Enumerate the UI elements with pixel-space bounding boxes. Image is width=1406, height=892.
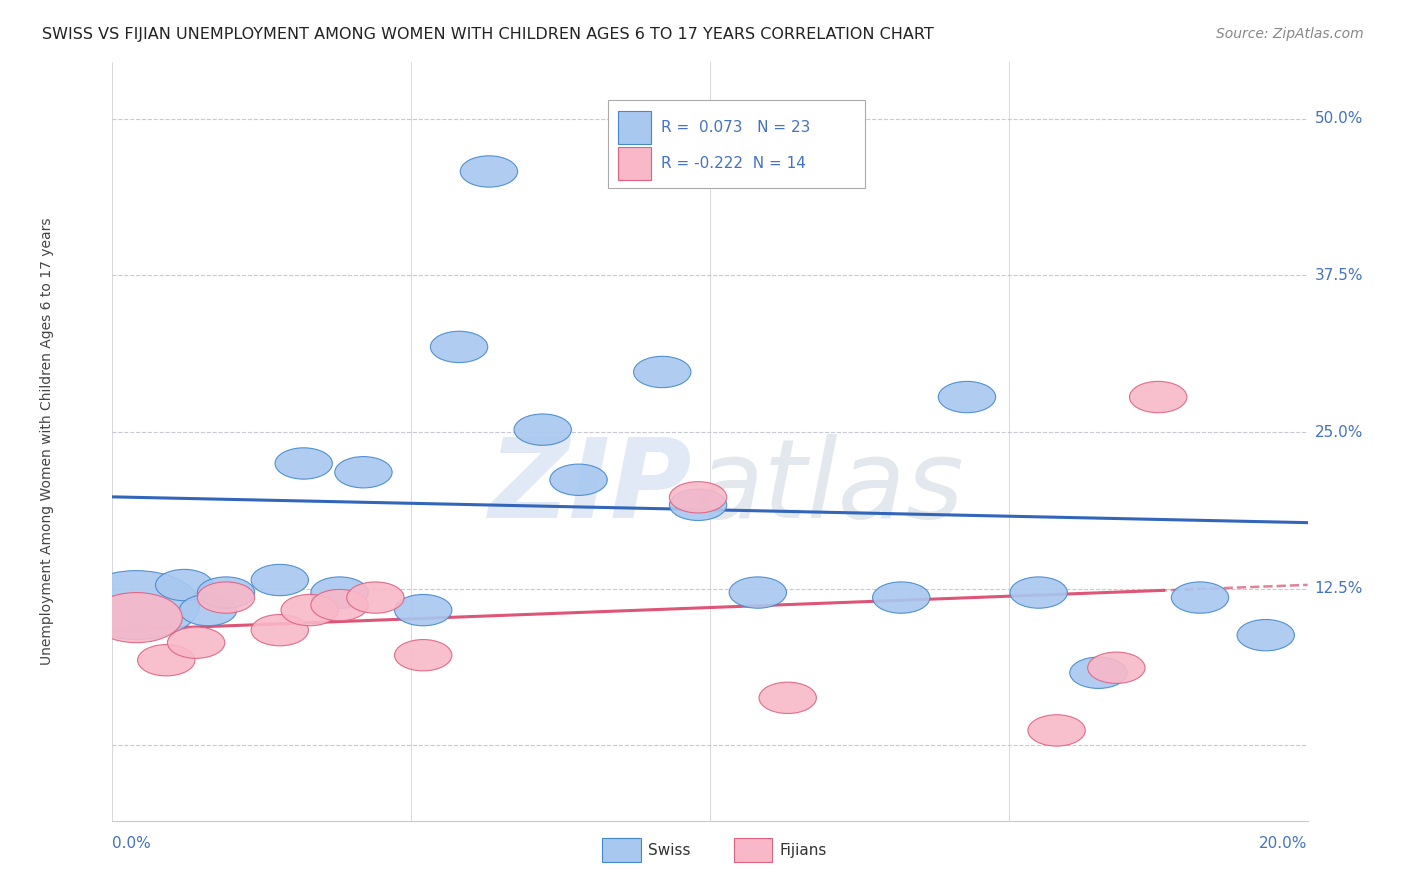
Ellipse shape — [759, 682, 817, 714]
FancyBboxPatch shape — [619, 111, 651, 144]
Ellipse shape — [167, 627, 225, 658]
Ellipse shape — [1129, 382, 1187, 413]
Ellipse shape — [395, 640, 451, 671]
Text: Source: ZipAtlas.com: Source: ZipAtlas.com — [1216, 27, 1364, 41]
Ellipse shape — [347, 582, 404, 613]
Ellipse shape — [938, 382, 995, 413]
Text: 37.5%: 37.5% — [1315, 268, 1362, 283]
Ellipse shape — [252, 565, 308, 596]
Ellipse shape — [311, 577, 368, 608]
FancyBboxPatch shape — [734, 838, 772, 863]
Text: ZIP: ZIP — [489, 434, 692, 541]
Text: atlas: atlas — [696, 434, 965, 541]
Ellipse shape — [873, 582, 929, 613]
Ellipse shape — [669, 482, 727, 513]
Text: 25.0%: 25.0% — [1315, 425, 1362, 440]
FancyBboxPatch shape — [619, 147, 651, 180]
Ellipse shape — [634, 356, 690, 388]
Ellipse shape — [515, 414, 571, 445]
Ellipse shape — [730, 577, 786, 608]
Ellipse shape — [138, 645, 195, 676]
Ellipse shape — [180, 594, 236, 626]
FancyBboxPatch shape — [609, 101, 866, 187]
Ellipse shape — [1070, 657, 1128, 689]
Ellipse shape — [335, 457, 392, 488]
Text: Fijians: Fijians — [779, 843, 827, 858]
Text: 12.5%: 12.5% — [1315, 582, 1362, 596]
Ellipse shape — [197, 582, 254, 613]
Ellipse shape — [311, 590, 368, 621]
Ellipse shape — [1171, 582, 1229, 613]
Ellipse shape — [1237, 620, 1295, 651]
Text: R =  0.073   N = 23: R = 0.073 N = 23 — [661, 120, 810, 135]
Ellipse shape — [197, 577, 254, 608]
Text: Swiss: Swiss — [648, 843, 690, 858]
Text: SWISS VS FIJIAN UNEMPLOYMENT AMONG WOMEN WITH CHILDREN AGES 6 TO 17 YEARS CORREL: SWISS VS FIJIAN UNEMPLOYMENT AMONG WOMEN… — [42, 27, 934, 42]
Ellipse shape — [73, 571, 200, 640]
Text: 50.0%: 50.0% — [1315, 112, 1362, 127]
Text: Unemployment Among Women with Children Ages 6 to 17 years: Unemployment Among Women with Children A… — [39, 218, 53, 665]
FancyBboxPatch shape — [603, 838, 641, 863]
Ellipse shape — [395, 594, 451, 626]
Text: 0.0%: 0.0% — [112, 836, 152, 851]
Text: R = -0.222  N = 14: R = -0.222 N = 14 — [661, 156, 806, 171]
Ellipse shape — [276, 448, 332, 479]
Ellipse shape — [281, 594, 339, 626]
Ellipse shape — [252, 615, 308, 646]
Ellipse shape — [1010, 577, 1067, 608]
Ellipse shape — [770, 156, 828, 187]
Ellipse shape — [430, 331, 488, 362]
Text: 20.0%: 20.0% — [1260, 836, 1308, 851]
Ellipse shape — [550, 464, 607, 495]
Ellipse shape — [460, 156, 517, 187]
Ellipse shape — [1028, 714, 1085, 746]
Ellipse shape — [669, 489, 727, 521]
Ellipse shape — [156, 569, 212, 600]
Ellipse shape — [1088, 652, 1144, 683]
Ellipse shape — [90, 592, 183, 642]
